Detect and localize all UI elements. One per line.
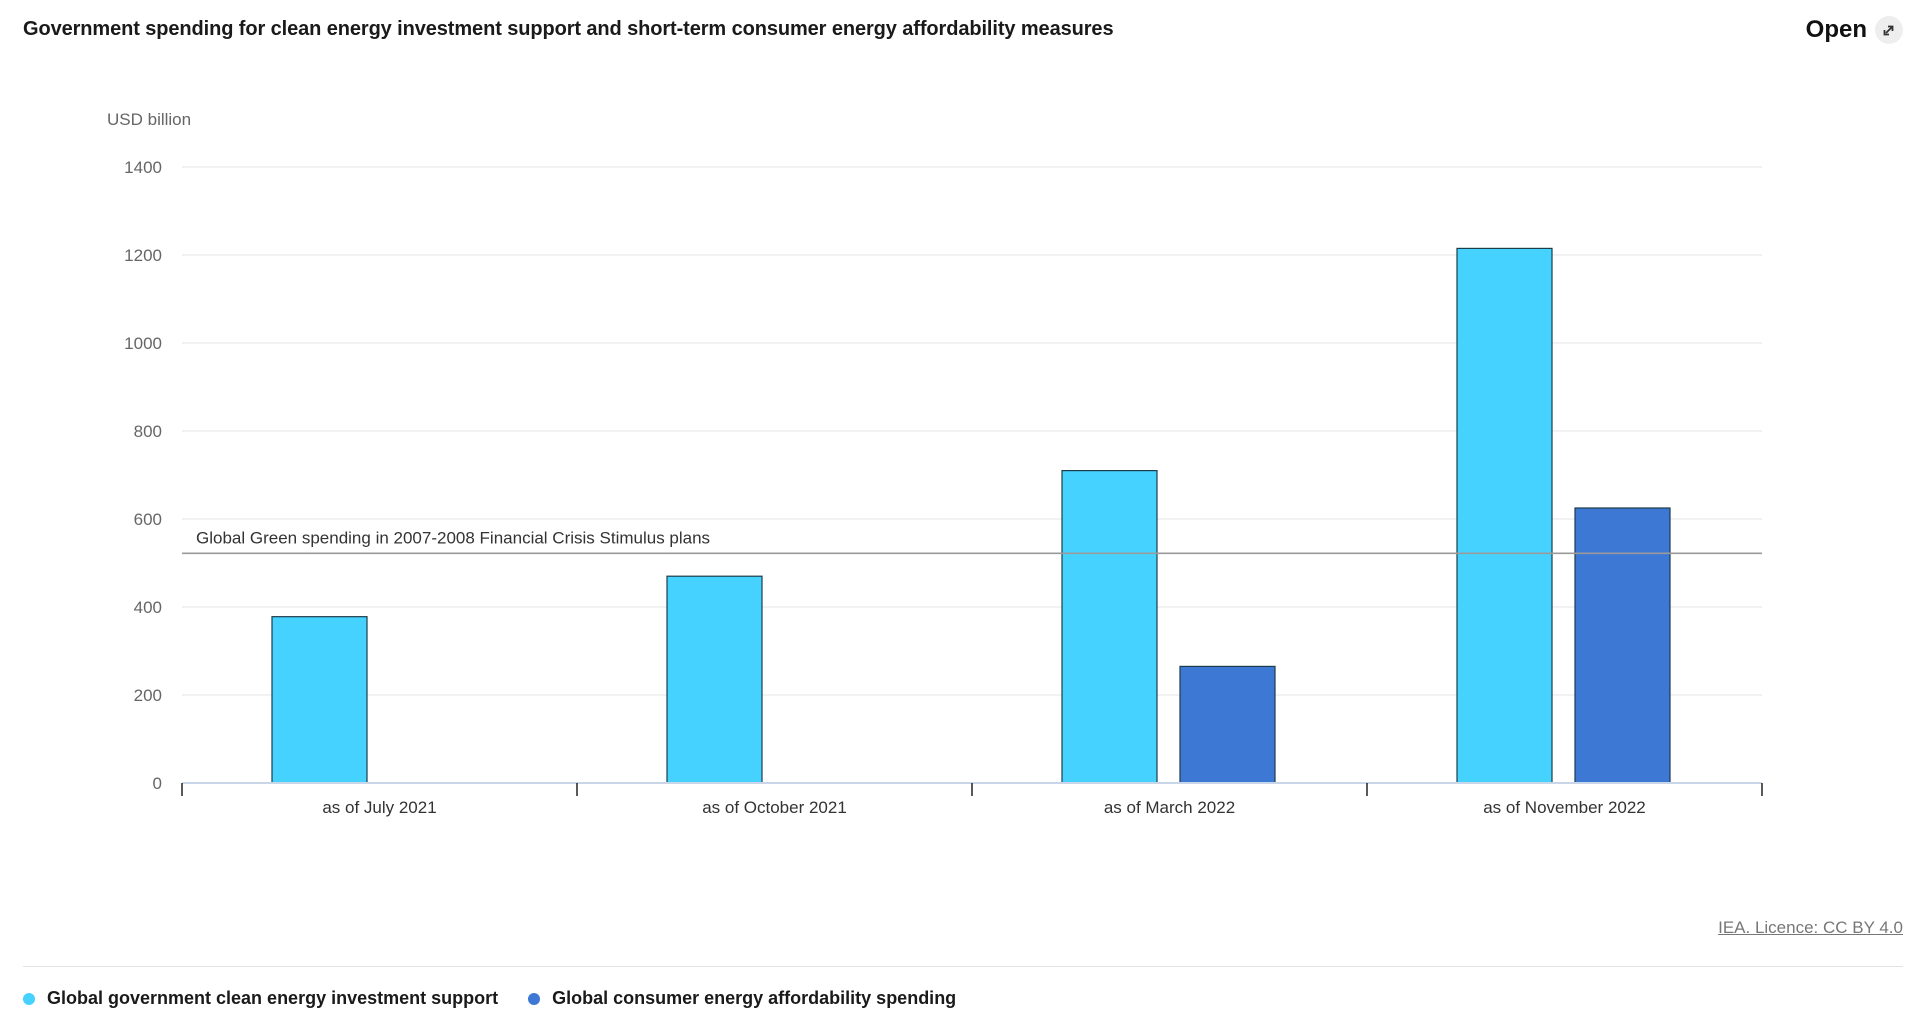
- x-tick-label: as of October 2021: [702, 798, 847, 817]
- y-tick-label: 800: [134, 422, 162, 441]
- x-tick-label: as of November 2022: [1483, 798, 1646, 817]
- chart-area: USD billion 0 200 400 600 800 1000 1200 1400 as o…: [107, 110, 1763, 817]
- y-tick-label: 0: [153, 774, 162, 793]
- x-tick-label: as of July 2021: [322, 798, 436, 817]
- y-tick-label: 1400: [124, 158, 162, 177]
- bar: [1456, 247, 1553, 784]
- legend-item[interactable]: Global government clean energy investmen…: [23, 988, 498, 1009]
- bar: [1574, 507, 1671, 784]
- legend-swatch: [23, 992, 35, 1005]
- open-label: Open: [1805, 16, 1867, 43]
- x-tick-label: as of March 2022: [1104, 798, 1235, 817]
- y-tick-label: 1200: [124, 246, 162, 265]
- reference-line-label: Global Green spending in 2007-2008 Finan…: [196, 528, 710, 547]
- legend-swatch: [528, 992, 541, 1005]
- bar: [271, 616, 368, 784]
- y-tick-label: 600: [134, 510, 162, 529]
- bar: [1061, 470, 1158, 784]
- chart-title: Government spending for clean energy inv…: [23, 18, 1114, 40]
- y-axis-label: USD billion: [107, 110, 191, 129]
- external-link-icon: [1875, 16, 1903, 44]
- legend-label: Global consumer energy affordability spe…: [552, 988, 957, 1008]
- open-button[interactable]: Open: [1806, 16, 1903, 44]
- legend-label: Global government clean energy investmen…: [47, 988, 499, 1008]
- y-tick-label: 400: [134, 598, 162, 617]
- legend: Global government clean energy investmen…: [23, 988, 956, 1009]
- bar-chart: USD billion 0 200 400 600 800 1000 1200 1400 as o…: [107, 110, 1763, 817]
- licence-link[interactable]: IEA. Licence: CC BY 4.0: [1718, 918, 1903, 937]
- bar: [1179, 665, 1276, 784]
- y-tick-label: 1000: [124, 334, 162, 353]
- y-tick-label: 200: [134, 686, 162, 705]
- bar: [666, 575, 763, 784]
- divider: [23, 966, 1903, 967]
- legend-item[interactable]: Global consumer energy affordability spe…: [528, 988, 956, 1009]
